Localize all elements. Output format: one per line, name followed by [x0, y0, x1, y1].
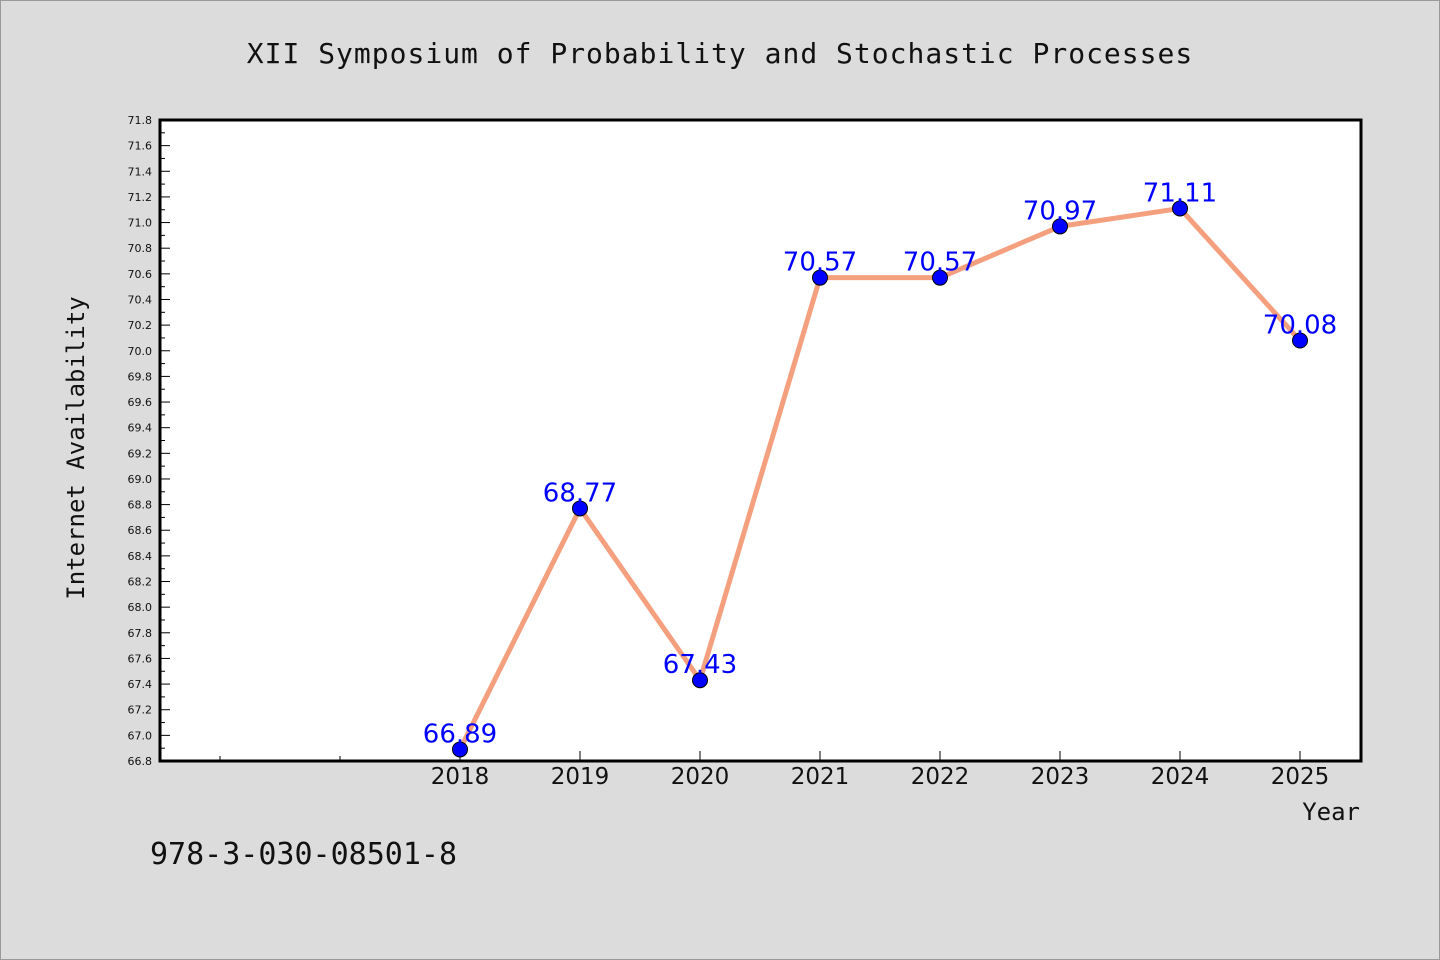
data-label: 66.89	[423, 719, 497, 749]
y-tick-label: 71.0	[128, 217, 153, 230]
y-tick-label: 71.6	[128, 140, 153, 153]
y-tick-label: 67.2	[128, 704, 153, 717]
x-tick-label: 2022	[911, 764, 970, 790]
y-tick-label: 69.2	[128, 447, 153, 460]
y-tick-label: 68.0	[128, 601, 153, 614]
y-tick-label: 70.4	[128, 293, 153, 306]
y-tick-label: 67.4	[128, 678, 153, 691]
y-tick-label: 68.6	[128, 524, 153, 537]
plot-frame	[158, 118, 1363, 763]
y-tick-label: 68.4	[128, 550, 153, 563]
data-label: 70.57	[903, 248, 977, 278]
x-tick-label: 2019	[551, 764, 610, 790]
x-tick-label: 2018	[431, 764, 490, 790]
data-point	[692, 672, 708, 689]
x-tick-label: 2025	[1271, 764, 1330, 790]
data-point	[812, 269, 828, 286]
y-tick-label: 70.6	[128, 268, 153, 281]
data-point	[1172, 200, 1188, 217]
data-label: 71.11	[1143, 178, 1217, 208]
y-tick-label: 69.4	[128, 422, 153, 435]
y-tick-label: 67.6	[128, 652, 153, 665]
isbn-footer: 978-3-030-08501-8	[150, 837, 457, 872]
data-point	[1052, 218, 1068, 235]
data-point	[572, 500, 588, 517]
data-series	[452, 200, 1308, 758]
plot-area	[160, 120, 1361, 761]
y-tick-label: 68.8	[128, 499, 153, 512]
y-tick-label: 70.2	[128, 319, 153, 332]
data-point	[1292, 332, 1308, 349]
data-point	[932, 269, 948, 286]
y-axis-label: Internet Availability	[62, 296, 90, 599]
y-tick-label: 71.2	[128, 191, 153, 204]
data-label: 70.97	[1023, 196, 1097, 226]
y-tick-label: 67.0	[128, 729, 153, 742]
data-point	[452, 741, 468, 758]
y-tick-label: 71.8	[128, 114, 153, 127]
y-tick-label: 69.6	[128, 396, 153, 409]
y-tick-label: 68.2	[128, 576, 153, 589]
x-tick-label: 2023	[1031, 764, 1090, 790]
data-label: 70.08	[1263, 311, 1337, 341]
x-axis: 2018 2019 2020 2021 2022 2023 2024 2025	[219, 751, 1330, 790]
series-line	[457, 205, 1303, 752]
data-label: 67.43	[663, 650, 737, 680]
y-tick-label: 69.0	[128, 473, 153, 486]
y-tick-label: 70.0	[128, 345, 153, 358]
y-tick-label: 66.8	[128, 755, 153, 768]
data-labels: 66.89 68.77 67.43 70.57 70.57 70.97 71.11 70.08	[423, 178, 1337, 749]
y-tick-label: 67.8	[128, 627, 153, 640]
y-tick-label: 70.8	[128, 242, 153, 255]
chart-title: XII Symposium of Probability and Stochas…	[247, 37, 1193, 70]
y-axis: 66.8 67.0 67.2 67.4 67.6 67.8 68.0 68.2 68.4 68.6…	[128, 114, 170, 768]
data-label: 70.57	[783, 248, 857, 278]
x-tick-label: 2021	[791, 764, 850, 790]
x-tick-label: 2020	[671, 764, 730, 790]
x-tick-label: 2024	[1151, 764, 1210, 790]
x-axis-label: Year	[1302, 798, 1360, 826]
y-tick-label: 69.8	[128, 370, 153, 383]
data-label: 68.77	[543, 478, 617, 508]
y-tick-label: 71.4	[128, 165, 153, 178]
